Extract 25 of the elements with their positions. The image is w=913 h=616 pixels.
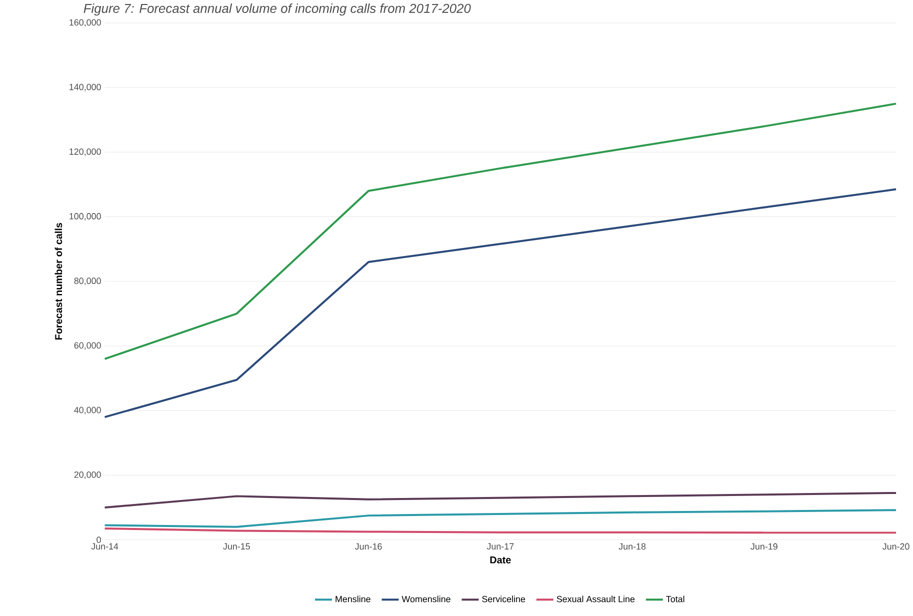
y-tick-label: 40,000 <box>74 407 101 414</box>
x-tick-label: Jun-15 <box>223 543 250 550</box>
x-tick-label: Jun-16 <box>354 543 382 550</box>
x-tick-label: Jun-20 <box>882 543 910 550</box>
y-tick-label: 60,000 <box>74 342 101 350</box>
legend-label: Mensline <box>336 596 370 602</box>
y-tick-label: 140,000 <box>70 84 101 92</box>
y-tick-label: 20,000 <box>74 472 101 480</box>
y-axis-title: Forecast number of calls <box>54 223 62 340</box>
legend-label: Womensline <box>402 596 450 602</box>
x-tick-label: Jun-14 <box>91 543 118 550</box>
y-tick-label: 100,000 <box>70 213 101 221</box>
x-tick-label: Jun-18 <box>618 543 646 550</box>
y-tick-label: 120,000 <box>70 148 101 156</box>
y-tick-label: 0 <box>96 536 101 544</box>
x-tick-label: Jun-17 <box>486 543 514 550</box>
y-tick-label: 160,000 <box>70 19 101 27</box>
chart-title: Figure 7: Forecast annual volume of incoming calls from 2017-2020 <box>84 4 471 16</box>
legend-label: Sexual Assault Line <box>556 596 635 602</box>
legend-label: Serviceline <box>482 596 526 602</box>
x-axis-title: Date <box>490 556 511 564</box>
legend-label: Total <box>666 596 684 602</box>
x-tick-label: Jun-19 <box>750 543 778 550</box>
line-series <box>104 188 898 418</box>
y-tick-label: 80,000 <box>74 278 101 286</box>
